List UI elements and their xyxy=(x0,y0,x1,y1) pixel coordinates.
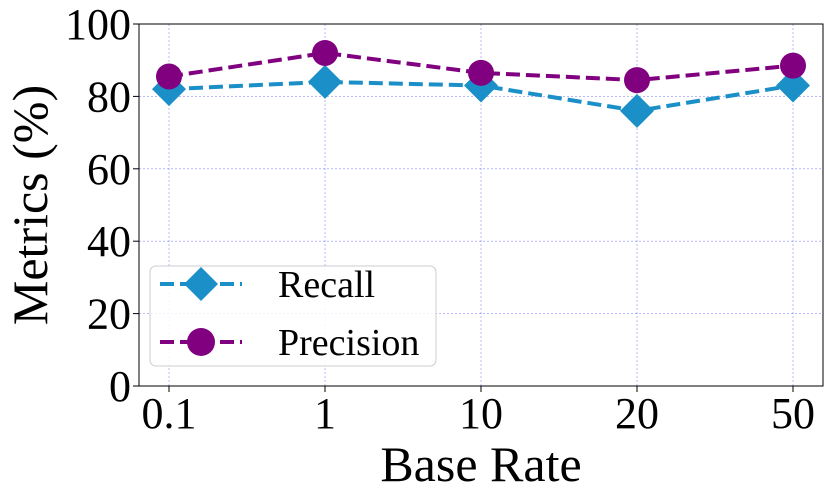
point-precision xyxy=(780,52,806,79)
legend-precision-marker xyxy=(187,328,215,356)
legend-recall-label: Recall xyxy=(278,264,375,306)
y-ticks: 0 20 40 60 80 100 xyxy=(65,0,139,411)
x-tick-label: 10 xyxy=(459,389,503,438)
x-tick-label: 50 xyxy=(771,389,815,438)
point-precision xyxy=(468,59,494,86)
point-recall xyxy=(620,93,654,128)
x-tick-label: 20 xyxy=(615,389,659,438)
point-precision xyxy=(624,67,650,94)
y-tick-label: 40 xyxy=(87,217,131,266)
point-precision xyxy=(156,63,182,90)
y-tick-label: 100 xyxy=(65,0,131,49)
legend-precision-label: Precision xyxy=(278,322,419,364)
series xyxy=(152,39,810,128)
point-recall xyxy=(308,64,342,99)
x-tick-label: 0.1 xyxy=(142,389,197,438)
y-tick-label: 0 xyxy=(109,362,131,411)
x-ticks: 0.1 1 10 20 50 xyxy=(142,386,815,438)
y-axis-label: Metrics (%) xyxy=(2,85,58,325)
legend-recall-marker xyxy=(184,267,218,301)
y-tick-label: 60 xyxy=(87,145,131,194)
y-tick-label: 20 xyxy=(87,290,131,339)
point-recall xyxy=(776,68,810,103)
y-tick-label: 80 xyxy=(87,72,131,121)
series-line-precision xyxy=(168,50,794,83)
x-axis-label: Base Rate xyxy=(380,436,581,492)
point-precision xyxy=(312,39,338,66)
x-tick-label: 1 xyxy=(314,389,336,438)
legend: Recall Precision xyxy=(149,264,437,367)
